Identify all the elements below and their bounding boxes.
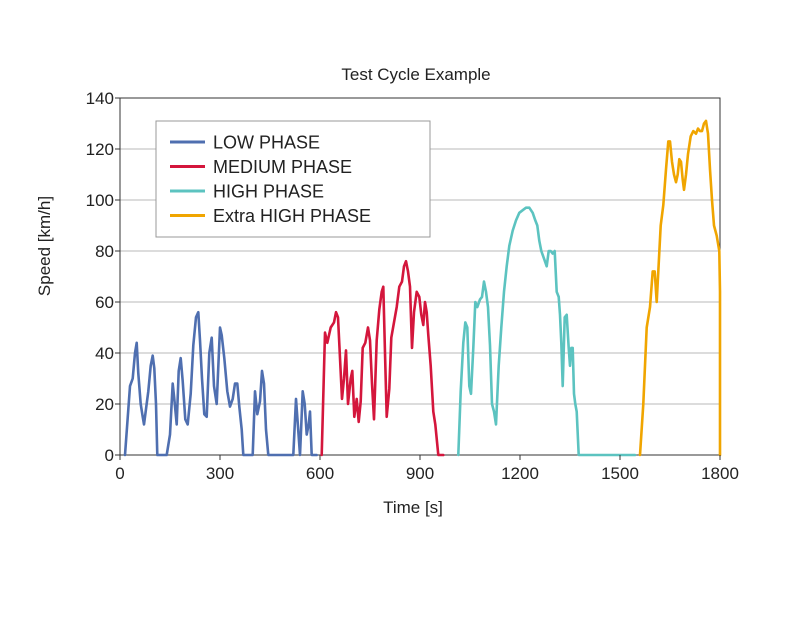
legend-label: LOW PHASE xyxy=(213,133,320,153)
y-tick-label: 40 xyxy=(95,344,114,363)
legend-label: MEDIUM PHASE xyxy=(213,157,352,177)
x-tick-label: 0 xyxy=(115,464,124,483)
x-tick-label: 1800 xyxy=(701,464,739,483)
x-tick-label: 1200 xyxy=(501,464,539,483)
y-tick-label: 120 xyxy=(86,140,114,159)
legend-label: HIGH PHASE xyxy=(213,182,324,202)
legend-label: Extra HIGH PHASE xyxy=(213,206,371,226)
y-tick-label: 140 xyxy=(86,89,114,108)
series-layer xyxy=(123,119,722,457)
y-axis-ticks: 0 20 40 60 80 100 120 140 xyxy=(86,89,120,465)
series-line-3 xyxy=(456,206,637,457)
x-axis-label: Time [s] xyxy=(383,498,443,517)
y-axis-label: Speed [km/h] xyxy=(35,196,54,296)
y-tick-label: 0 xyxy=(105,446,114,465)
x-tick-label: 600 xyxy=(306,464,334,483)
chart-title: Test Cycle Example xyxy=(341,65,490,84)
x-tick-label: 1500 xyxy=(601,464,639,483)
series-line-1 xyxy=(123,310,319,457)
series-line-2 xyxy=(320,259,445,457)
y-tick-label: 100 xyxy=(86,191,114,210)
legend: LOW PHASE MEDIUM PHASE HIGH PHASE Extra HIG… xyxy=(155,120,431,238)
y-tick-label: 20 xyxy=(95,395,114,414)
y-tick-label: 60 xyxy=(95,293,114,312)
x-axis-ticks: 0 300 600 900 1200 1500 1800 xyxy=(115,455,739,483)
x-tick-label: 900 xyxy=(406,464,434,483)
x-tick-label: 300 xyxy=(206,464,234,483)
series-line-4 xyxy=(638,119,722,457)
legend-box xyxy=(155,120,431,238)
y-tick-label: 80 xyxy=(95,242,114,261)
